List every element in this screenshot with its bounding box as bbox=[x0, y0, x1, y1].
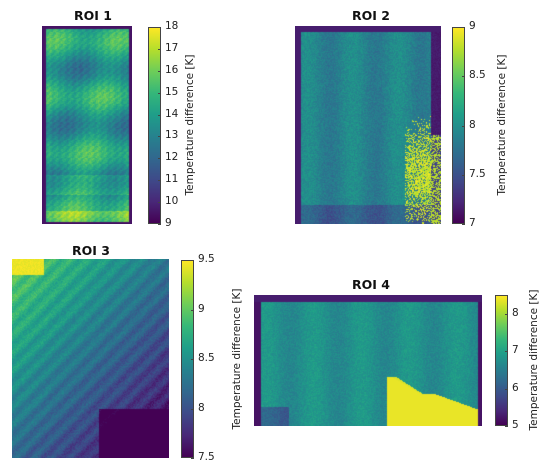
roi-2-colorbar-tick-mark bbox=[462, 174, 465, 176]
roi-1-colorbar bbox=[148, 27, 161, 224]
roi-1-title: ROI 1 bbox=[74, 8, 112, 23]
roi-2-colorbar-tick-mark bbox=[462, 224, 465, 225]
roi-1-colorbar-tick-mark bbox=[158, 27, 161, 28]
roi-1-colorbar-label: Temperature difference [K] bbox=[184, 54, 196, 196]
roi-4-colorbar-tick-label: 5 bbox=[512, 419, 519, 431]
roi-1-colorbar-tick-label: 18 bbox=[165, 20, 179, 32]
roi-1-heatmap bbox=[42, 26, 132, 224]
roi-4-colorbar-label: Temperature difference [K] bbox=[528, 289, 540, 431]
roi-3-colorbar-tick-label: 8 bbox=[198, 401, 205, 414]
roi-3-colorbar-tick-mark bbox=[191, 458, 194, 459]
roi-2-colorbar-tick-mark bbox=[462, 76, 465, 78]
roi-4-colorbar-tick-mark bbox=[505, 388, 508, 390]
roi-3-heatmap bbox=[12, 259, 169, 458]
roi-1-colorbar-tick-label: 11 bbox=[165, 173, 179, 186]
roi-2-colorbar-tick-label: 7.5 bbox=[469, 167, 486, 180]
roi-1-colorbar-tick-label: 12 bbox=[165, 151, 179, 164]
roi-1-colorbar-tick-label: 10 bbox=[165, 195, 179, 208]
roi-1-colorbar-tick-mark bbox=[158, 92, 161, 94]
roi-2-colorbar-tick-label: 9 bbox=[469, 20, 476, 32]
roi-3-colorbar-tick-label: 9.5 bbox=[198, 253, 215, 265]
roi-4-heatmap bbox=[254, 295, 482, 426]
roi-2-colorbar-tick-mark bbox=[462, 125, 465, 127]
roi-3-colorbar-tick-mark bbox=[191, 408, 194, 410]
roi-4-colorbar bbox=[495, 295, 508, 426]
roi-4-colorbar-tick-label: 8 bbox=[512, 306, 519, 319]
roi-1-colorbar-tick-mark bbox=[158, 158, 161, 160]
roi-1-colorbar-tick-mark bbox=[158, 224, 161, 225]
roi-3-colorbar-tick-mark bbox=[191, 260, 194, 261]
roi-2-heatmap bbox=[295, 26, 441, 224]
roi-1-colorbar-tick-label: 16 bbox=[165, 63, 179, 76]
roi-3-colorbar-label: Temperature difference [K] bbox=[231, 288, 243, 430]
roi-2-colorbar-tick-label: 8.5 bbox=[469, 69, 486, 82]
roi-4-colorbar-tick-mark bbox=[505, 313, 508, 315]
roi-4-colorbar-tick-mark bbox=[505, 351, 508, 353]
roi-1-colorbar-tick-mark bbox=[158, 136, 161, 138]
roi-1-colorbar-tick-label: 14 bbox=[165, 107, 179, 120]
roi-2-title: ROI 2 bbox=[352, 8, 390, 23]
roi-2-colorbar-label: Temperature difference [K] bbox=[496, 54, 508, 196]
roi-3-colorbar-tick-mark bbox=[191, 359, 194, 360]
roi-1-colorbar-tick-mark bbox=[158, 114, 161, 116]
roi-4-colorbar-tick-label: 6 bbox=[512, 381, 519, 394]
roi-3-colorbar-tick-label: 9 bbox=[198, 302, 205, 315]
roi-4-title: ROI 4 bbox=[352, 277, 390, 292]
roi-1-colorbar-tick-mark bbox=[158, 70, 161, 72]
roi-3-title: ROI 3 bbox=[72, 243, 110, 258]
roi-1-colorbar-tick-label: 15 bbox=[165, 85, 179, 98]
roi-1-colorbar-tick-mark bbox=[158, 180, 161, 182]
roi-1-colorbar-tick-label: 13 bbox=[165, 129, 179, 142]
roi-2-colorbar-tick-label: 8 bbox=[469, 118, 476, 131]
roi-1-colorbar-tick-mark bbox=[158, 48, 161, 50]
roi-3-colorbar-tick-label: 8.5 bbox=[198, 352, 215, 364]
roi-4-colorbar-tick-mark bbox=[505, 426, 508, 427]
roi-4-colorbar-tick-label: 7 bbox=[512, 344, 519, 357]
roi-1-colorbar-tick-label: 17 bbox=[165, 41, 179, 54]
roi-1-colorbar-tick-mark bbox=[158, 202, 161, 204]
roi-3-colorbar-tick-label: 7.5 bbox=[198, 451, 215, 463]
roi-1-colorbar-tick-label: 9 bbox=[165, 217, 172, 229]
roi-2-colorbar-tick-mark bbox=[462, 27, 465, 28]
roi-2-colorbar-tick-label: 7 bbox=[469, 217, 476, 229]
roi-3-colorbar-tick-mark bbox=[191, 309, 194, 311]
